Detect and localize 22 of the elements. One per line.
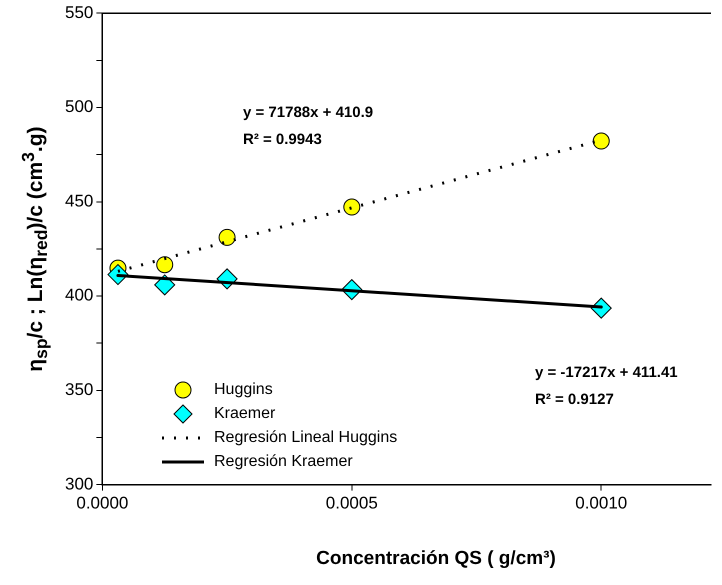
point — [156, 256, 174, 274]
y-tick-label: 550 — [64, 2, 94, 22]
annotation: y = 71788x + 410.9 — [243, 104, 374, 121]
point — [592, 132, 610, 150]
x-axis-title: Concentración QS ( g/cm³) — [315, 548, 557, 570]
legend-label: Kraemer — [214, 405, 276, 423]
legend-label: Regresión Lineal Huggins — [214, 429, 398, 447]
y-tick-label: 450 — [64, 191, 94, 210]
annotation: R² = 0.9127 — [535, 391, 614, 408]
point — [218, 228, 236, 246]
point — [343, 198, 360, 216]
y-tick-label: 300 — [64, 474, 94, 494]
x-tick-label: 0.0010 — [575, 493, 628, 512]
annotation: R² = 0.9943 — [243, 131, 322, 148]
x-tick-label: 0.0000 — [76, 493, 128, 512]
legend-label: Huggins — [214, 381, 273, 399]
annotation: y = -17217x + 411.41 — [535, 364, 678, 381]
y-tick-label: 400 — [64, 286, 94, 305]
y-tick-label: 350 — [64, 380, 94, 400]
y-tick-label: 500 — [64, 97, 94, 116]
legend-label: Regresión Kraemer — [214, 453, 353, 471]
x-tick-label: 0.0005 — [326, 493, 378, 512]
